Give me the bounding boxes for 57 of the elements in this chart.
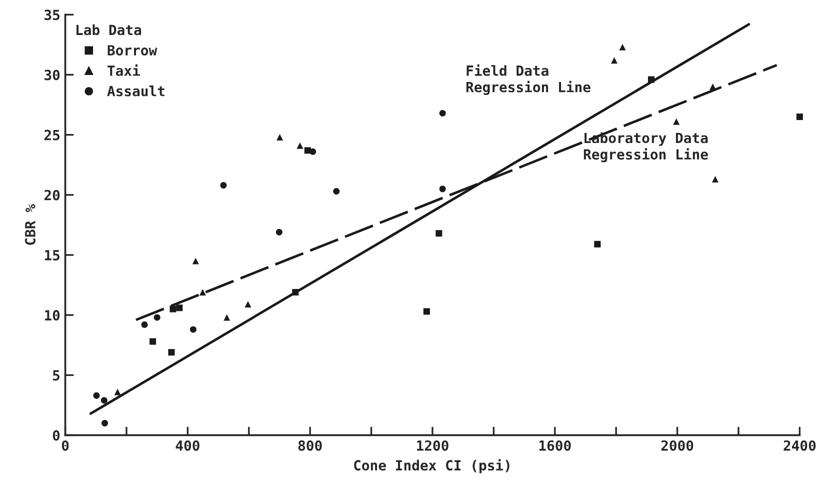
point [619, 44, 626, 50]
point [199, 288, 206, 296]
y-tick-label: 25 [44, 130, 60, 140]
x-axis-title: Cone Index CI (psi) [354, 459, 510, 474]
y-tick-label: 5 [53, 370, 60, 381]
point [154, 314, 160, 321]
y-tick-label: 15 [44, 250, 60, 260]
point [192, 258, 199, 264]
legend-label: Borrow [108, 45, 158, 56]
point [439, 110, 446, 116]
point [333, 188, 340, 195]
point [648, 76, 655, 83]
point [276, 134, 284, 140]
y-tick-label: 10 [44, 310, 60, 321]
point [712, 176, 718, 183]
point [673, 118, 680, 125]
point [176, 304, 183, 312]
point [296, 142, 304, 149]
point [190, 326, 196, 333]
y-axis-title: CBR % [24, 204, 36, 245]
point [439, 186, 446, 192]
point [796, 114, 803, 120]
point [436, 230, 442, 237]
point [114, 388, 121, 396]
point [710, 84, 716, 90]
point [141, 321, 148, 328]
x-tick-label: 1600 [539, 440, 571, 451]
x-tick-label: 800 [298, 440, 322, 451]
point [224, 314, 230, 321]
point [150, 338, 156, 345]
y-tick-label: 20 [44, 190, 60, 200]
point [101, 420, 108, 426]
point [292, 288, 299, 296]
x-tick-label: 2000 [661, 440, 694, 451]
point [610, 57, 618, 64]
legend-label: Taxi [108, 64, 140, 76]
x-tick-label: 400 [176, 440, 200, 451]
legend-title: Lab Data [76, 24, 142, 36]
point [93, 392, 100, 399]
x-tick-label: 0 [62, 440, 69, 451]
point [244, 300, 252, 308]
point [276, 228, 282, 236]
point [170, 306, 176, 312]
y-tick-label: 35 [44, 10, 60, 20]
point [100, 397, 108, 404]
y-tick-label: 0 [52, 430, 60, 441]
point [594, 240, 601, 248]
point [310, 148, 316, 155]
legend-label: Assault [107, 86, 164, 96]
x-tick-label: 2400 [784, 440, 816, 451]
point [168, 349, 175, 356]
x-tick-label: 1200 [417, 440, 448, 451]
y-tick-label: 30 [44, 70, 60, 80]
annotation: Field Data Regression Line [466, 64, 590, 95]
annotation: Laboratory Data Regression Line [584, 132, 708, 162]
point [423, 308, 430, 315]
point [220, 182, 227, 189]
